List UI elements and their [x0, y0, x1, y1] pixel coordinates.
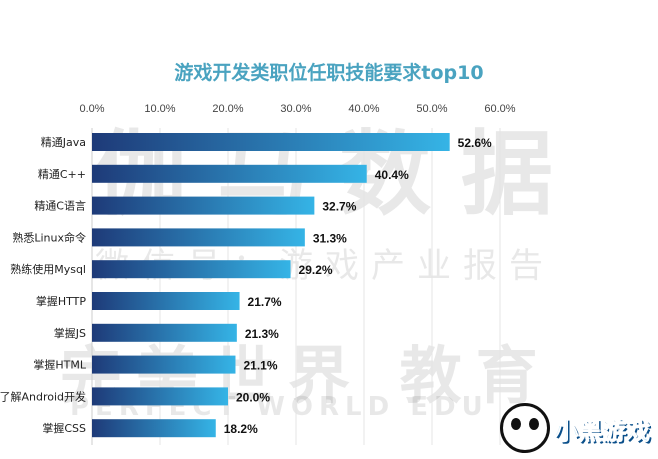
value-label: 20.0% — [236, 390, 270, 404]
x-tick-label: 40.0% — [348, 103, 379, 115]
value-label: 21.3% — [245, 327, 279, 341]
bar — [92, 323, 237, 342]
value-label: 32.7% — [322, 200, 356, 214]
category-label: 掌握CSS — [42, 421, 86, 435]
logo-text: 小黑游戏 — [554, 416, 651, 445]
bar — [92, 133, 450, 151]
bar — [92, 387, 228, 406]
x-tick-label: 30.0% — [280, 103, 311, 115]
value-label: 18.2% — [224, 422, 258, 436]
category-label: 熟练使用Mysql — [10, 262, 86, 276]
bar — [92, 164, 367, 183]
x-tick-label: 60.0% — [484, 103, 515, 115]
x-tick-label: 20.0% — [212, 103, 243, 115]
chart-title: 游戏开发类职位任职技能要求top10 — [174, 62, 484, 84]
value-label: 21.1% — [243, 359, 277, 373]
value-label: 52.6% — [458, 136, 492, 150]
bar — [92, 292, 240, 310]
category-label: 掌握HTML — [33, 358, 86, 372]
category-label: 精通Java — [41, 136, 86, 149]
xiaohei-logo: 小黑游戏 — [500, 403, 651, 453]
category-label: 掌握HTTP — [36, 294, 87, 308]
category-label: 了解Android开发 — [0, 389, 86, 403]
x-tick-label: 50.0% — [416, 103, 447, 115]
category-label: 掌握JS — [54, 326, 86, 340]
category-label: 精通C++ — [38, 168, 86, 181]
value-label: 40.4% — [375, 168, 409, 182]
bar — [92, 260, 291, 279]
bar — [92, 419, 216, 438]
category-label: 熟悉Linux命令 — [12, 230, 86, 244]
bar — [92, 355, 236, 374]
bar — [92, 228, 305, 247]
x-tick-label: 10.0% — [144, 103, 175, 115]
category-label: 精通C语言 — [34, 200, 86, 213]
bar — [92, 196, 315, 215]
value-label: 21.7% — [248, 295, 282, 309]
panda-icon — [500, 403, 550, 453]
value-label: 31.3% — [313, 231, 347, 245]
value-label: 29.2% — [299, 263, 333, 277]
x-tick-label: 0.0% — [79, 103, 104, 115]
